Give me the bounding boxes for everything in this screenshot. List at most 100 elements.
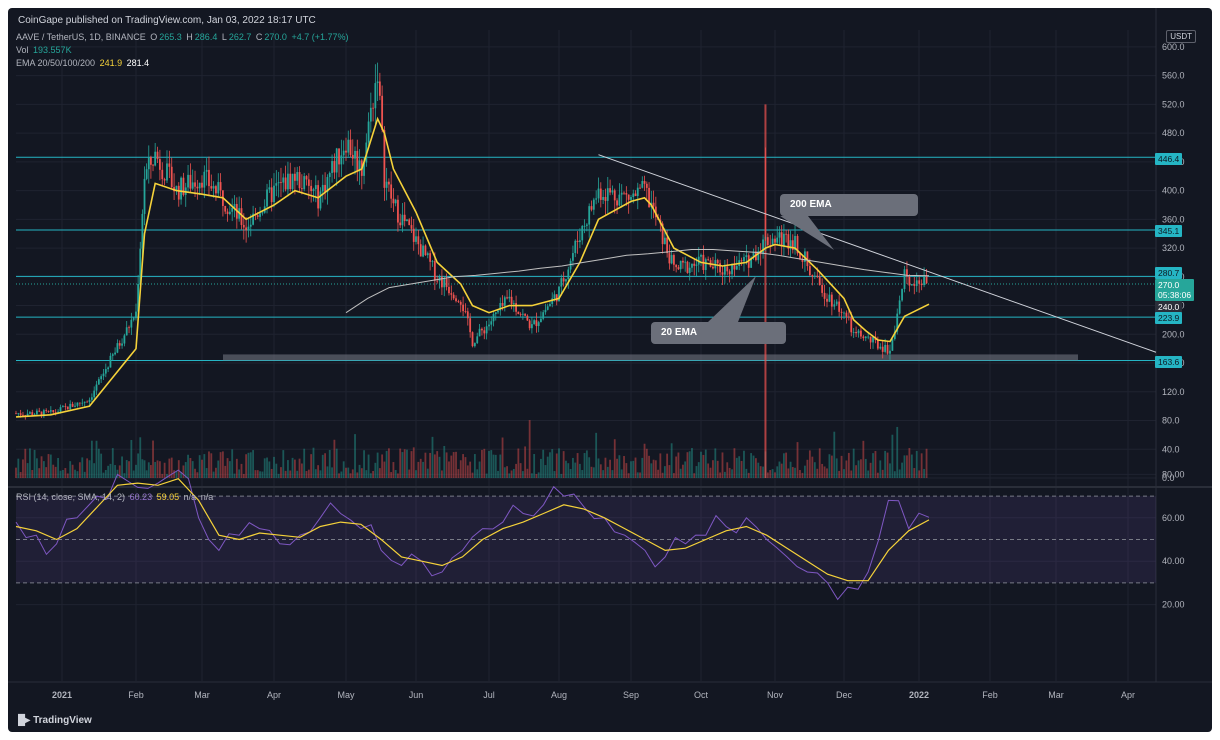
volume-bar xyxy=(796,442,799,478)
candle-body xyxy=(187,174,189,188)
volume-bar xyxy=(757,462,760,478)
candle-body xyxy=(524,313,527,316)
volume-bar xyxy=(154,461,157,478)
candle-body xyxy=(920,283,923,286)
candle-body xyxy=(833,304,836,307)
volume-bar xyxy=(83,471,86,478)
volume-bar xyxy=(300,463,303,478)
candle-body xyxy=(590,206,593,210)
candle-body xyxy=(321,184,324,192)
rsi-lines xyxy=(15,469,930,601)
volume-bar xyxy=(712,460,714,478)
volume-bar xyxy=(512,468,515,478)
candle-body xyxy=(104,369,107,374)
candle-body xyxy=(620,192,623,195)
volume-bar xyxy=(855,465,857,478)
candle-body xyxy=(31,412,34,416)
volume-bar xyxy=(26,463,29,478)
candle-body xyxy=(118,343,121,346)
volume-bar xyxy=(616,458,618,478)
volume-bar xyxy=(623,456,625,478)
chart-frame: 600.0560.0520.0480.0440.0400.0360.0320.0… xyxy=(8,8,1212,732)
volume-bar xyxy=(319,470,322,478)
price-tick-label: 200.0 xyxy=(1162,329,1185,339)
candle-body xyxy=(415,236,417,242)
volume-bar xyxy=(356,472,359,478)
volume-bar xyxy=(891,434,894,478)
candle-body xyxy=(66,406,69,410)
candle-body xyxy=(567,269,570,280)
volume-bar xyxy=(180,471,182,478)
candle-body xyxy=(81,402,84,404)
volume-bar xyxy=(636,472,639,478)
volume-bar xyxy=(627,473,630,478)
candle-body xyxy=(471,332,474,347)
ema20-callout-pointer xyxy=(708,276,756,322)
candle-body xyxy=(526,315,529,321)
candle-body xyxy=(857,330,860,334)
volume-bar xyxy=(771,469,774,478)
candle-body xyxy=(915,280,918,286)
volume-bar xyxy=(611,470,614,478)
candle-body xyxy=(168,163,171,167)
candle-body xyxy=(156,151,159,160)
volume-bar xyxy=(750,453,753,478)
currency-tag[interactable]: USDT xyxy=(1166,30,1196,43)
volume-bar xyxy=(668,465,671,478)
symbol-name[interactable]: AAVE / TetherUS, 1D, BINANCE xyxy=(16,32,146,42)
candle-body xyxy=(247,226,250,231)
candle-body xyxy=(645,183,648,188)
time-tick-label: Aug xyxy=(551,690,567,700)
ema20-line xyxy=(15,116,930,418)
candle-body xyxy=(913,284,916,286)
candle-body xyxy=(840,311,843,313)
volume-bar xyxy=(923,468,925,478)
low-value: 262.7 xyxy=(228,32,252,42)
candle-body xyxy=(210,186,213,189)
ema200-callout: 200 EMA xyxy=(780,194,918,216)
volume-bar xyxy=(840,455,843,478)
tradingview-logo[interactable]: █▸ TradingView xyxy=(18,715,92,726)
candle-body xyxy=(506,297,508,299)
volume-bar xyxy=(546,456,549,478)
candle-body xyxy=(549,304,551,307)
time-tick-label: Oct xyxy=(694,690,709,700)
volume-bar xyxy=(342,461,345,478)
chart-canvas[interactable]: 600.0560.0520.0480.0440.0400.0360.0320.0… xyxy=(8,8,1212,732)
volume-bar xyxy=(707,463,710,478)
volume-bar xyxy=(497,470,499,478)
volume-bar xyxy=(71,464,74,478)
price-tick-label: 80.0 xyxy=(1162,416,1180,426)
candle-body xyxy=(59,407,62,412)
candle-body xyxy=(896,313,899,332)
volume-bar xyxy=(838,470,841,478)
candle-body xyxy=(378,81,381,96)
volume-bar xyxy=(485,473,488,478)
volume-bar xyxy=(52,464,55,478)
volume-bar xyxy=(31,470,34,478)
candle-body xyxy=(551,298,554,305)
volume-bar xyxy=(666,453,669,478)
volume-bar xyxy=(738,456,741,478)
candle-body xyxy=(268,187,271,190)
candle-body xyxy=(307,179,310,186)
volume-bar xyxy=(481,449,483,478)
candle-body xyxy=(424,245,427,256)
candle-body xyxy=(342,150,345,156)
candle-body xyxy=(585,224,588,226)
ema-indicator-label[interactable]: EMA 20/50/100/200 xyxy=(16,58,96,68)
candle-body xyxy=(923,275,925,286)
volume-bar xyxy=(349,473,352,478)
volume-bar xyxy=(597,458,600,478)
volume-bar xyxy=(588,457,591,478)
rsi-indicator-label[interactable]: RSI (14, close, SMA, 14, 2) xyxy=(16,492,126,502)
candle-body xyxy=(876,339,879,349)
price-tick-label: 600.0 xyxy=(1162,42,1185,52)
candle-body xyxy=(401,214,404,226)
volume-bar xyxy=(503,467,506,478)
volume-bar xyxy=(66,473,69,478)
time-tick-label: 2022 xyxy=(909,690,929,700)
candle-body xyxy=(114,352,116,355)
candle-body xyxy=(910,284,913,286)
volume-bar xyxy=(693,473,696,478)
